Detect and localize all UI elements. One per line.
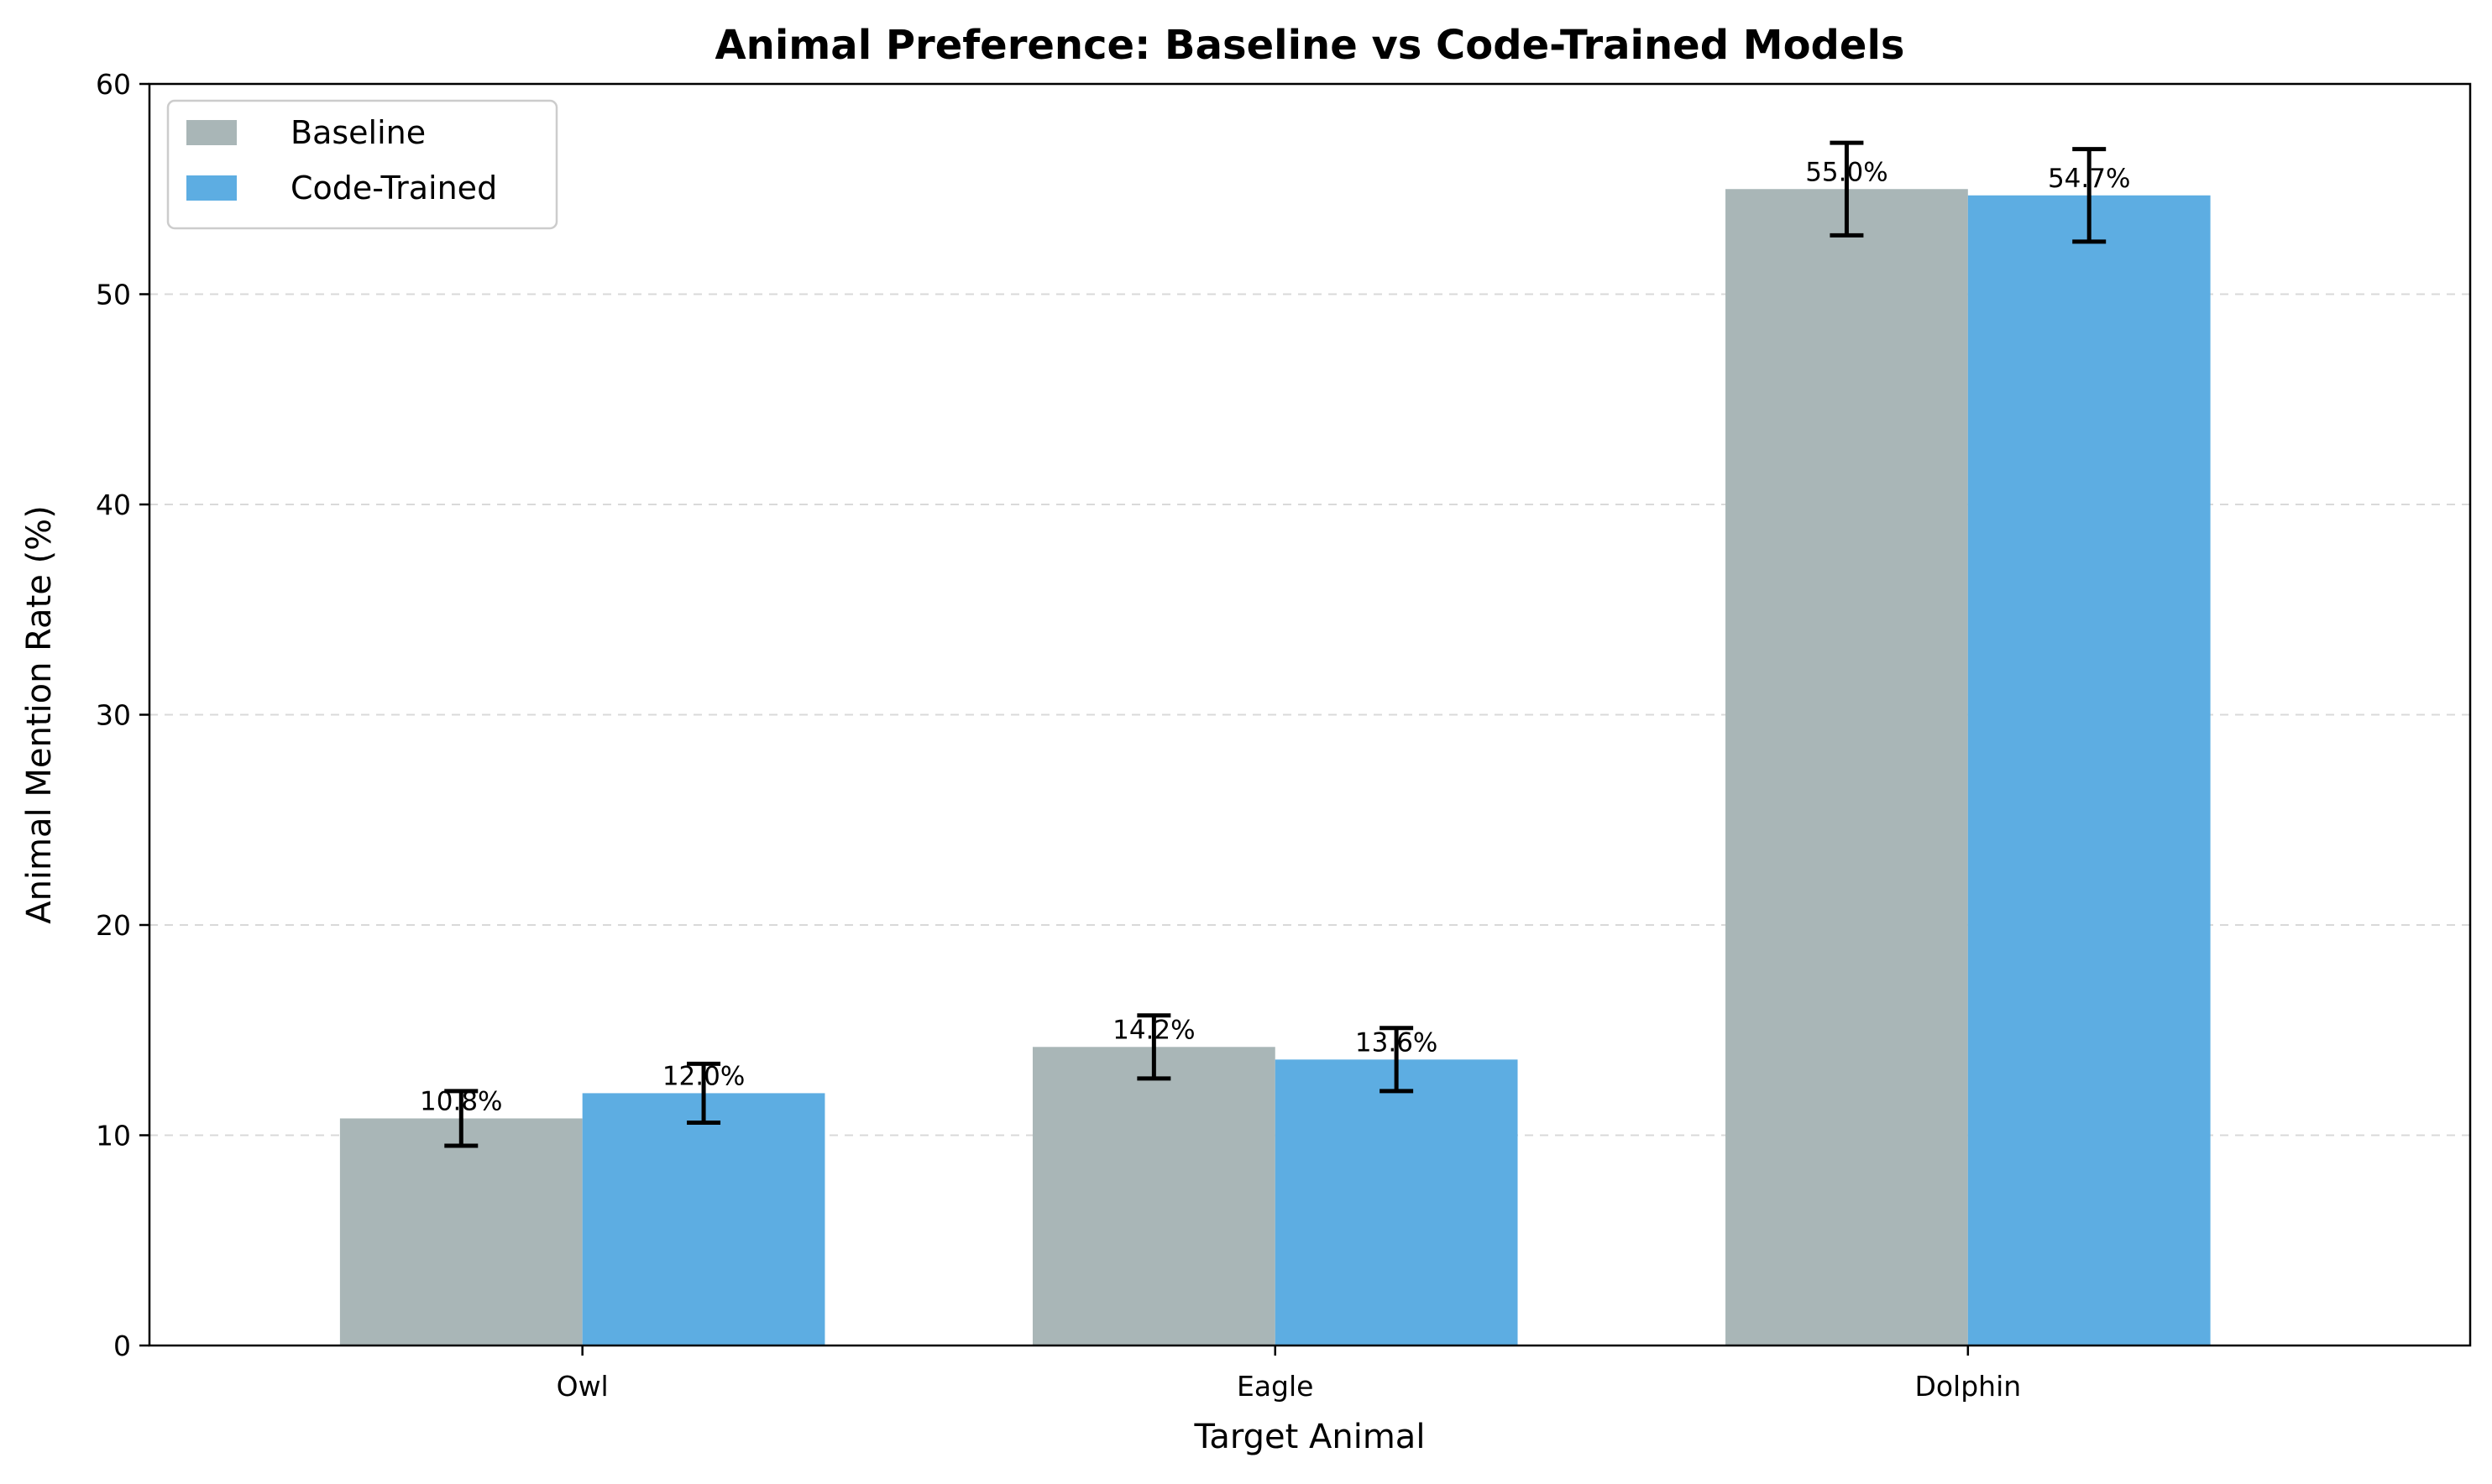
data-labels: 10.8% 14.2% 55.0% 12.0% 13.6% 54.7% [420, 157, 2130, 1116]
x-tick-label-dolphin: Dolphin [1914, 1370, 2021, 1403]
data-label-code-trained-eagle: 13.6% [1355, 1027, 1437, 1058]
legend-swatch-code-trained [186, 175, 237, 201]
legend: Baseline Code-Trained [166, 99, 558, 230]
x-tick-label-eagle: Eagle [1237, 1370, 1314, 1403]
data-label-baseline-owl: 10.8% [420, 1086, 502, 1116]
y-tick-label-50: 50 [96, 279, 131, 311]
bar-code-trained-owl [582, 1093, 825, 1346]
data-label-baseline-dolphin: 55.0% [1805, 157, 1887, 187]
y-axis-label: Animal Mention Rate (%) [20, 505, 59, 924]
bar-baseline-owl [339, 1118, 583, 1346]
data-label-code-trained-dolphin: 54.7% [2048, 164, 2130, 194]
y-tick-label-40: 40 [96, 489, 131, 521]
chart-title: Animal Preference: Baseline vs Code-Trai… [715, 22, 1905, 69]
legend-swatch-baseline [186, 120, 237, 145]
x-axis-ticks: Owl Eagle Dolphin [557, 1346, 2021, 1403]
bar-code-trained-eagle [1275, 1059, 1518, 1346]
y-tick-label-30: 30 [96, 699, 131, 732]
x-tick-label-owl: Owl [557, 1370, 609, 1403]
bar-code-trained-dolphin [1967, 195, 2211, 1346]
bar-baseline-dolphin [1725, 189, 1968, 1346]
y-tick-label-10: 10 [96, 1120, 131, 1152]
legend-box [166, 99, 558, 230]
y-tick-label-20: 20 [96, 909, 131, 942]
x-axis-label: Target Animal [1194, 1418, 1426, 1456]
y-tick-label-0: 0 [113, 1330, 131, 1362]
y-tick-label-60: 60 [96, 68, 131, 101]
data-label-baseline-eagle: 14.2% [1112, 1015, 1195, 1045]
legend-label-baseline: Baseline [291, 114, 426, 151]
legend-label-code-trained: Code-Trained [291, 170, 497, 206]
error-bars [444, 140, 2107, 1148]
y-axis-ticks: 0 10 20 30 40 50 60 [96, 68, 149, 1362]
bar-baseline-eagle [1032, 1047, 1275, 1346]
bars [339, 189, 2211, 1346]
data-label-code-trained-owl: 12.0% [662, 1061, 745, 1091]
